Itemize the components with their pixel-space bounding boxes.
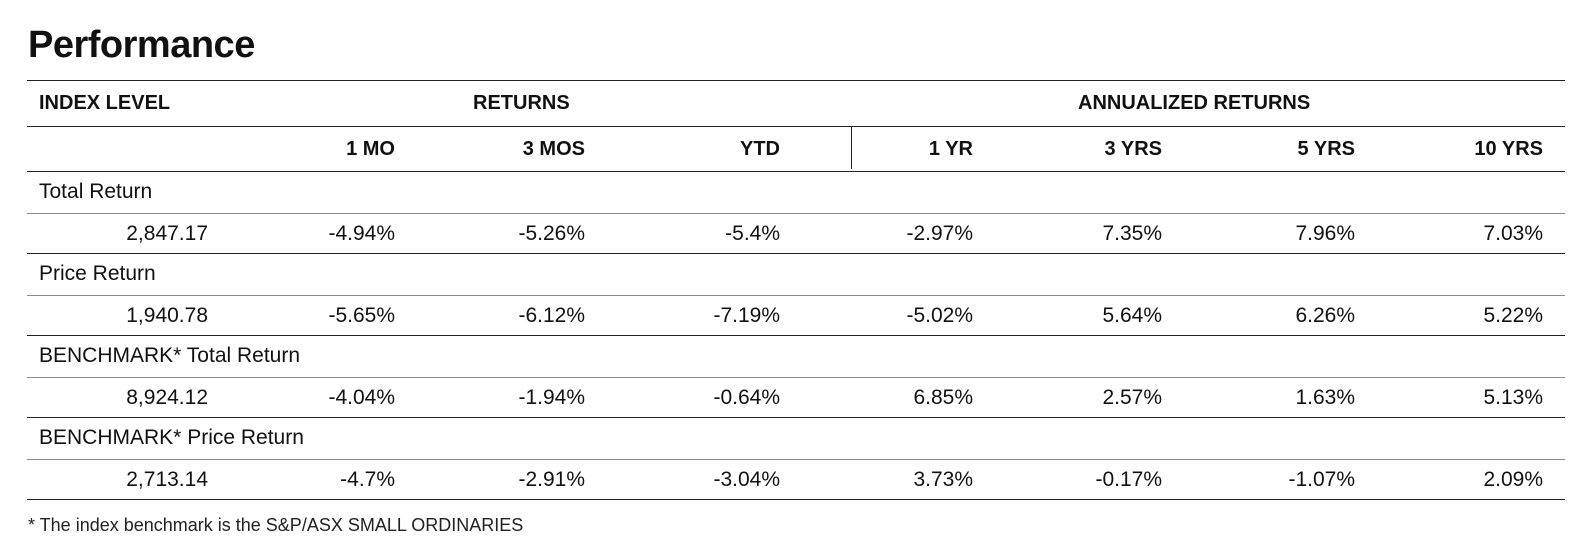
return-value: -4.04% (328, 386, 395, 409)
header-ytd: YTD (740, 138, 780, 160)
annualized-return-value: 7.35% (1102, 222, 1162, 245)
return-value: -0.64% (713, 386, 780, 409)
return-value: -3.04% (713, 468, 780, 491)
header-1-mo: 1 MO (346, 138, 395, 160)
row-label-price-return: Price Return (39, 262, 156, 285)
return-value: -4.7% (340, 468, 395, 491)
header-5-yrs: 5 YRS (1297, 138, 1355, 160)
row-group-rule (27, 253, 1565, 254)
annualized-return-value: -1.07% (1288, 468, 1355, 491)
row-divider (27, 377, 1565, 378)
header-index-level: INDEX LEVEL (39, 92, 171, 114)
return-value: -5.65% (328, 304, 395, 327)
row-divider (27, 213, 1565, 214)
row-group-rule (27, 417, 1565, 418)
annualized-return-value: 3.73% (913, 468, 973, 491)
annualized-return-value: 5.64% (1102, 304, 1162, 327)
annualized-return-value: 5.22% (1483, 304, 1543, 327)
annualized-return-value: -0.17% (1095, 468, 1162, 491)
annualized-return-value: 6.85% (913, 386, 973, 409)
table-bottom-rule (27, 499, 1565, 500)
header-1-yr: 1 YR (928, 138, 973, 160)
row-label-benchmark-price-return: BENCHMARK* Price Return (39, 426, 304, 449)
header-bottom-rule (27, 171, 1565, 172)
annualized-return-value: 2.57% (1102, 386, 1162, 409)
header-3-yrs: 3 YRS (1104, 138, 1162, 160)
return-value: -4.94% (328, 222, 395, 245)
annualized-return-value: -2.97% (906, 222, 973, 245)
index-level-value: 1,940.78 (126, 304, 208, 327)
row-divider (27, 459, 1565, 460)
row-label-benchmark-total-return: BENCHMARK* Total Return (39, 344, 301, 367)
annualized-return-value: 1.63% (1295, 386, 1355, 409)
header-10-yrs: 10 YRS (1474, 138, 1543, 160)
annualized-return-value: 7.03% (1483, 222, 1543, 245)
row-group-rule (27, 335, 1565, 336)
return-value: -7.19% (713, 304, 780, 327)
header-annualized-returns: ANNUALIZED RETURNS (1078, 92, 1311, 114)
return-value: -5.26% (518, 222, 585, 245)
header-divider-rule (27, 126, 1565, 127)
return-value: -5.4% (725, 222, 780, 245)
annualized-return-value: -5.02% (906, 304, 973, 327)
return-value: -1.94% (518, 386, 585, 409)
annualized-return-value: 2.09% (1483, 468, 1543, 491)
table-top-rule (27, 80, 1565, 81)
row-label-total-return: Total Return (39, 180, 153, 203)
returns-annualized-divider (851, 127, 852, 169)
index-level-value: 2,713.14 (126, 468, 208, 491)
footnote: * The index benchmark is the S&P/ASX SMA… (28, 515, 524, 535)
row-divider (27, 295, 1565, 296)
index-level-value: 8,924.12 (126, 386, 208, 409)
annualized-return-value: 5.13% (1483, 386, 1543, 409)
page-title: Performance (28, 24, 255, 66)
return-value: -2.91% (518, 468, 585, 491)
annualized-return-value: 6.26% (1295, 304, 1355, 327)
annualized-return-value: 7.96% (1295, 222, 1355, 245)
header-3-mos: 3 MOS (522, 138, 585, 160)
return-value: -6.12% (518, 304, 585, 327)
header-returns: RETURNS (473, 92, 570, 114)
index-level-value: 2,847.17 (126, 222, 208, 245)
